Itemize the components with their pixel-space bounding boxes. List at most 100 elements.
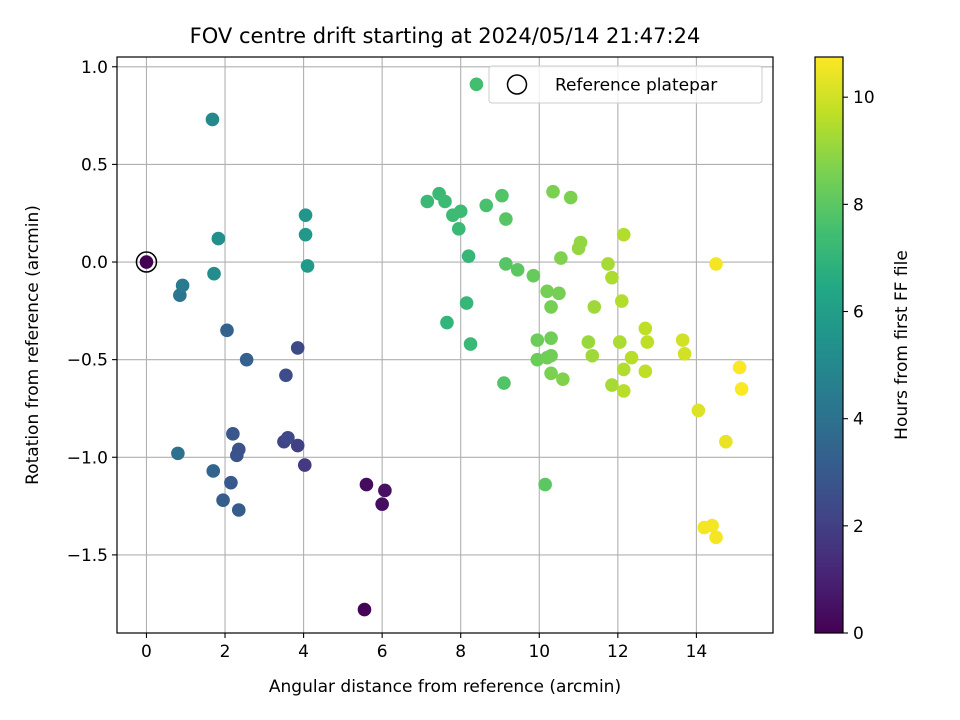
y-axis-ticks: 1.0 0.5 0.0 −0.5 −1.0 −1.5 [67, 58, 117, 566]
data-point [552, 286, 566, 301]
x-tick-label: 6 [377, 642, 388, 662]
data-point [638, 321, 653, 336]
data-point [298, 227, 313, 242]
legend-box [488, 65, 763, 104]
data-point [298, 208, 313, 222]
colorbar-tick-label: 0 [853, 624, 864, 644]
data-point [554, 251, 568, 265]
reference-marker [135, 251, 158, 273]
colorbar: 0 2 4 6 8 10 Hours from first FF file [814, 56, 912, 644]
legend-reference-marker [506, 74, 528, 95]
data-point [224, 475, 238, 490]
data-point [206, 464, 221, 478]
colorbar-ticks: 0 2 4 6 8 10 [843, 88, 875, 644]
data-point [709, 530, 723, 545]
data-point [281, 430, 295, 445]
y-tick-label: −0.5 [67, 351, 108, 371]
y-tick-label: 0.0 [81, 253, 108, 273]
data-point [357, 602, 372, 617]
data-point [378, 483, 392, 498]
data-point [211, 231, 226, 246]
y-tick-label: −1.5 [67, 546, 108, 566]
colorbar-tick-label: 6 [853, 303, 864, 323]
data-point [624, 350, 639, 365]
data-point [585, 348, 600, 363]
data-point [675, 333, 690, 347]
x-tick-label: 10 [528, 642, 550, 662]
y-tick-label: 0.5 [81, 155, 108, 175]
data-point [459, 296, 474, 310]
colorbar-tick-label: 4 [853, 410, 864, 430]
data-point [290, 438, 305, 453]
data-point [440, 315, 454, 330]
data-point [530, 333, 545, 347]
data-point [220, 323, 234, 338]
data-point [469, 77, 484, 92]
data-point [709, 257, 723, 271]
x-axis-label: Angular distance from reference (arcmin) [269, 677, 621, 697]
legend: Reference platepar [488, 65, 763, 104]
data-point [677, 346, 692, 361]
data-point [601, 257, 615, 271]
data-point [226, 427, 240, 441]
data-point [734, 382, 749, 396]
x-tick-label: 12 [607, 642, 629, 662]
data-point [207, 266, 221, 281]
colorbar-tick-label: 8 [853, 195, 864, 215]
data-point [205, 112, 220, 127]
data-point [216, 493, 230, 508]
data-point [544, 300, 558, 314]
data-point [691, 403, 706, 418]
data-point [546, 184, 560, 199]
data-point [359, 477, 374, 492]
plot-area [116, 56, 774, 634]
colorbar-tick-label: 10 [853, 88, 875, 108]
data-point [563, 190, 578, 205]
data-point [499, 212, 513, 226]
y-tick-label: 1.0 [81, 58, 108, 78]
data-point [230, 448, 244, 463]
data-points [135, 77, 749, 617]
x-tick-label: 2 [220, 642, 231, 662]
data-point [495, 188, 509, 203]
data-point [297, 458, 312, 472]
data-point [499, 257, 513, 271]
data-point [616, 362, 631, 377]
data-point [556, 372, 570, 386]
data-point [375, 497, 389, 511]
data-point [605, 270, 619, 285]
data-point [544, 331, 558, 345]
data-point [616, 384, 631, 398]
y-axis-label: Rotation from reference (arcmin) [23, 205, 43, 485]
data-point [573, 235, 588, 250]
data-point [732, 360, 747, 375]
x-axis-ticks: 0 2 4 6 8 10 12 14 [141, 633, 707, 662]
data-point [605, 378, 619, 392]
data-point [420, 194, 435, 209]
data-point [451, 222, 466, 236]
colorbar-label: Hours from first FF file [892, 250, 912, 440]
plot-frame [116, 56, 774, 634]
data-point [510, 263, 525, 277]
x-tick-label: 0 [141, 642, 152, 662]
data-point [526, 268, 541, 283]
colorbar-gradient [814, 56, 844, 634]
data-point [479, 198, 494, 213]
data-point [614, 294, 629, 308]
legend-entry: Reference platepar [555, 76, 717, 96]
data-point [461, 249, 476, 263]
data-point [538, 477, 552, 492]
colorbar-tick-label: 2 [853, 517, 864, 537]
data-point [581, 335, 596, 349]
data-point [463, 337, 478, 351]
data-point [453, 204, 468, 219]
data-point [239, 352, 254, 367]
data-point [640, 335, 655, 349]
data-point [497, 376, 511, 390]
data-point [638, 364, 653, 379]
data-point [300, 259, 315, 273]
x-tick-label: 4 [298, 642, 309, 662]
data-point [544, 348, 558, 363]
data-point [705, 518, 719, 533]
data-point [175, 278, 190, 293]
